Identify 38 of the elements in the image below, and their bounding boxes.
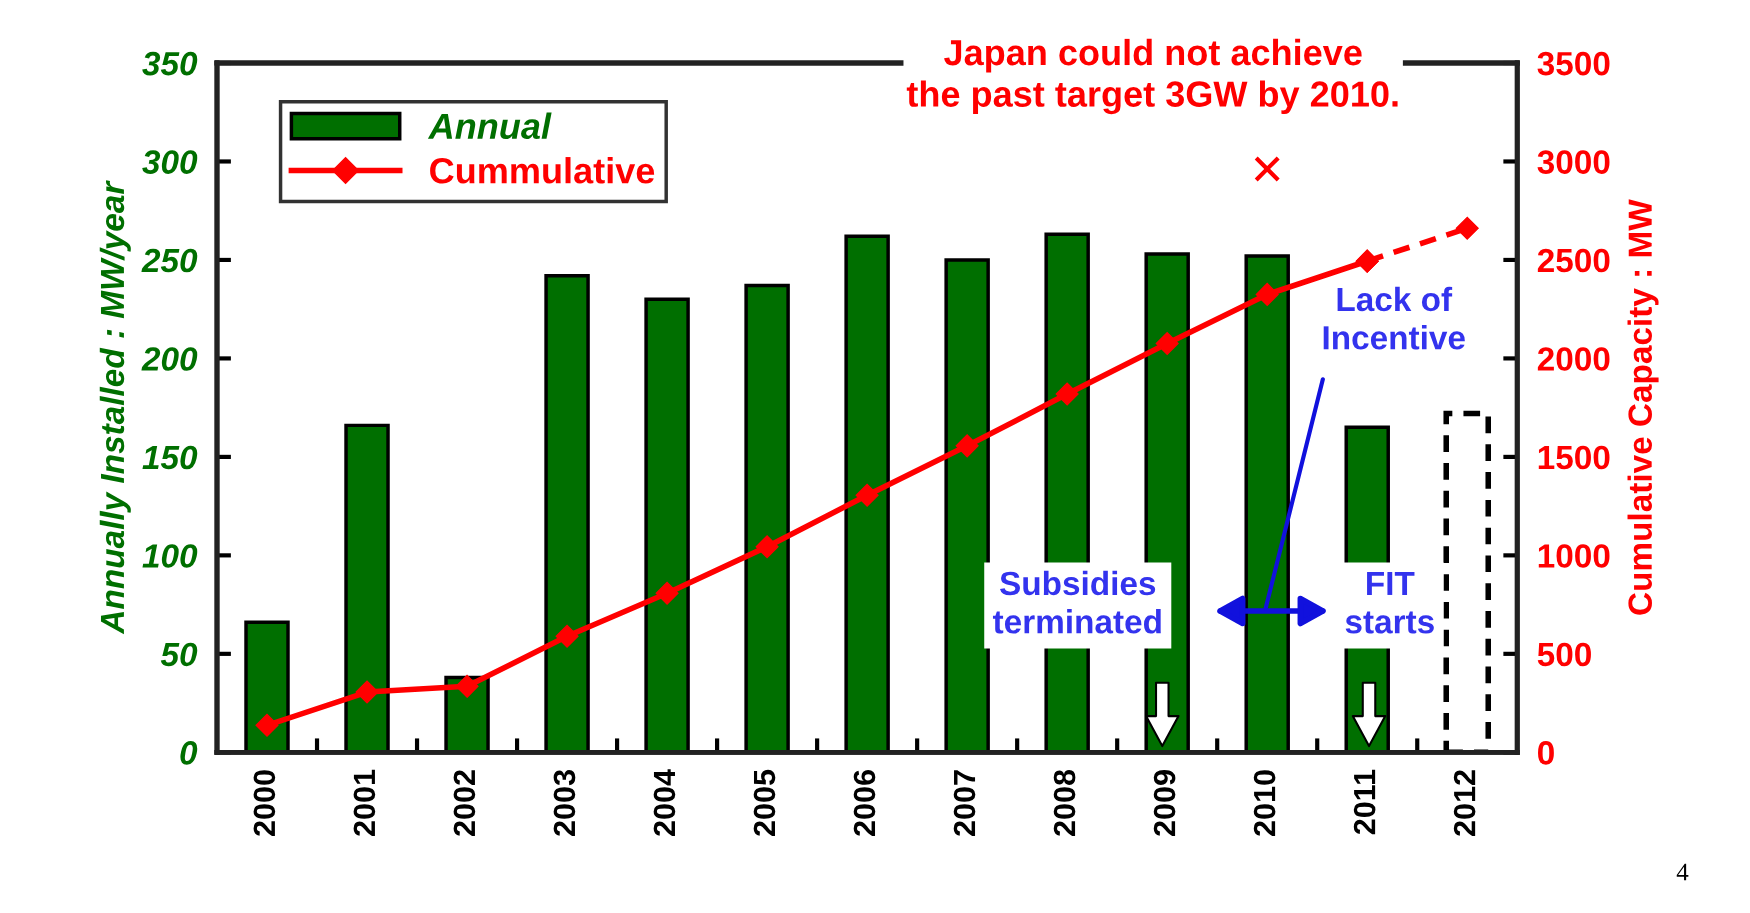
x-tick-label: 2002: [453, 770, 476, 836]
y-tick-label: 350: [142, 51, 198, 76]
y-axis-title: Annually Installed : MW/year: [99, 180, 131, 635]
y2-tick-label: 1000: [1538, 544, 1610, 568]
annotation: FIT starts: [1345, 572, 1434, 634]
x-tick-label: 2004: [653, 769, 676, 836]
annotation: Lack of Incentive: [1323, 286, 1465, 350]
annotation: Subsidies terminated: [992, 570, 1161, 634]
x-tick-label: 2009: [1153, 770, 1176, 836]
y2-tick-label: 3000: [1537, 150, 1610, 174]
text: 4: [1676, 863, 1689, 881]
x-tick-label: 2008: [1053, 769, 1076, 836]
y2-tick-label: 2500: [1537, 248, 1610, 273]
x-tick-label: 2012: [1453, 770, 1476, 836]
x-tick-label: 2005: [753, 769, 776, 836]
x-tick-label: 2001: [353, 769, 376, 836]
x-tick-label: 2010: [1253, 770, 1276, 836]
y2-axis-title: Cumulative Capacity : MW: [1627, 199, 1659, 615]
y2-tick-label: 1500: [1538, 445, 1610, 470]
y2-tick-label: 2000: [1537, 347, 1610, 371]
x-tick-label: 2007: [953, 770, 976, 836]
legend-label: Annual: [427, 112, 552, 140]
y-tick-label: 300: [142, 150, 198, 174]
y-tick-label: 0: [180, 741, 198, 765]
legend-label: Cummulative: [430, 157, 655, 184]
y-tick-label: 200: [141, 347, 198, 371]
y-tick-label: 50: [160, 642, 198, 667]
x-tick-label: 2011: [1353, 769, 1376, 835]
x-tick-label: 2003: [553, 770, 576, 836]
y2-tick-label: 0: [1538, 741, 1554, 765]
annotation: Japan could not achieve the past target 3GW by 2010.: [906, 38, 1398, 115]
x-tick-label: 2000: [253, 770, 276, 836]
x-tick-label: 2006: [853, 770, 876, 836]
y-tick-label: 100: [142, 544, 198, 568]
y-tick-label: 250: [141, 248, 198, 273]
y-tick-label: 150: [142, 445, 198, 470]
y2-tick-label: 3500: [1537, 51, 1610, 76]
y2-tick-label: 500: [1537, 642, 1591, 667]
